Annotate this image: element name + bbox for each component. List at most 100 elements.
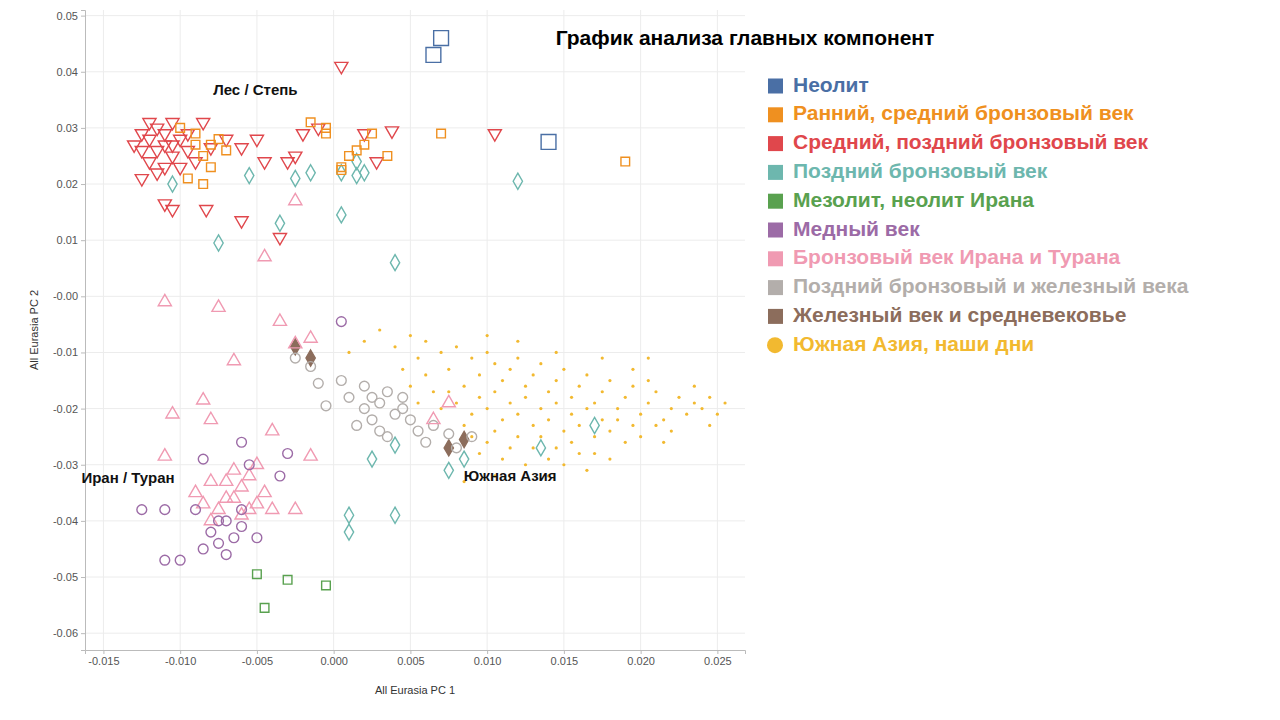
point [206, 527, 216, 537]
point [237, 505, 247, 515]
tick-mark [81, 72, 85, 73]
point [166, 205, 179, 216]
legend-swatch [768, 194, 783, 209]
point [593, 401, 596, 404]
grid-line-y [85, 184, 745, 185]
tick-label: -0.005 [242, 655, 273, 667]
grid-line-y [85, 577, 745, 578]
point [631, 424, 634, 427]
grid-line-y [85, 71, 745, 72]
tick-label: -0.04 [53, 515, 78, 527]
point [273, 234, 286, 245]
series [137, 317, 346, 565]
point [227, 463, 240, 474]
point [168, 176, 177, 192]
tick-label: -0.02 [53, 403, 78, 415]
point [459, 451, 468, 467]
tick-mark [81, 465, 85, 466]
point [452, 443, 462, 453]
point [220, 474, 233, 485]
axis-line [81, 11, 86, 651]
tick-mark [81, 128, 85, 129]
point [204, 412, 217, 423]
point [304, 449, 317, 460]
point [390, 437, 399, 453]
point [306, 362, 316, 372]
point [197, 393, 210, 404]
point [160, 505, 170, 515]
grid-line-x [410, 10, 411, 650]
point [199, 180, 208, 189]
tick-mark [410, 650, 411, 654]
tick-label: -0.01 [53, 346, 78, 358]
tick: -0.06 [53, 627, 85, 639]
point [359, 381, 369, 391]
tick: 0.015 [551, 650, 579, 667]
point [250, 457, 263, 468]
point [647, 356, 650, 359]
tick-label: 0.000 [320, 655, 348, 667]
point [347, 351, 350, 354]
point [647, 401, 650, 404]
point [555, 446, 558, 449]
axis-line [86, 651, 746, 655]
series [426, 31, 556, 150]
point [344, 507, 353, 523]
point [539, 435, 542, 438]
grid-line-y [85, 15, 745, 16]
point [516, 340, 519, 343]
point [237, 437, 247, 447]
point [289, 336, 302, 347]
point [601, 356, 604, 359]
point [189, 158, 202, 169]
tick-mark [81, 296, 85, 297]
point [486, 407, 489, 410]
point [184, 174, 193, 183]
point [235, 217, 248, 228]
tick-mark [564, 650, 565, 654]
point [486, 441, 489, 444]
grid-line-x [256, 10, 257, 650]
point [291, 170, 300, 186]
point [253, 570, 262, 579]
point [447, 390, 450, 393]
tick-mark [641, 650, 642, 654]
point [382, 432, 392, 442]
legend: НеолитРанний, средний бронзовый векСредн… [767, 73, 1189, 355]
point [337, 163, 346, 172]
series [347, 328, 726, 483]
point [562, 429, 565, 432]
point [360, 165, 369, 181]
point [509, 401, 512, 404]
point [608, 379, 611, 382]
point [382, 387, 392, 397]
tick: 0.04 [57, 66, 85, 78]
point [486, 351, 489, 354]
tick-mark [81, 409, 85, 410]
point [378, 328, 381, 331]
legend-label: Южная Азия, наши дни [793, 332, 1034, 355]
y-axis: 0.050.040.030.020.01-0.00-0.01-0.02-0.03… [53, 10, 86, 651]
point [539, 362, 542, 365]
annotation: Лес / Степь [213, 81, 297, 98]
point [204, 513, 217, 524]
point [229, 533, 239, 543]
point [199, 152, 208, 161]
point [245, 168, 254, 184]
point [221, 550, 231, 560]
tick-label: 0.025 [704, 655, 732, 667]
point [478, 373, 481, 376]
point [409, 334, 412, 337]
point [258, 485, 271, 496]
tick-label: -0.00 [53, 290, 78, 302]
point [432, 390, 435, 393]
point [513, 173, 522, 189]
grid-line-x [103, 10, 104, 650]
point [266, 423, 279, 434]
point [359, 404, 369, 414]
point [243, 502, 256, 513]
legend-label: Бронзовый век Ирана и Турана [793, 245, 1121, 268]
point [509, 368, 512, 371]
point [344, 392, 354, 402]
legend-swatch [767, 337, 783, 353]
